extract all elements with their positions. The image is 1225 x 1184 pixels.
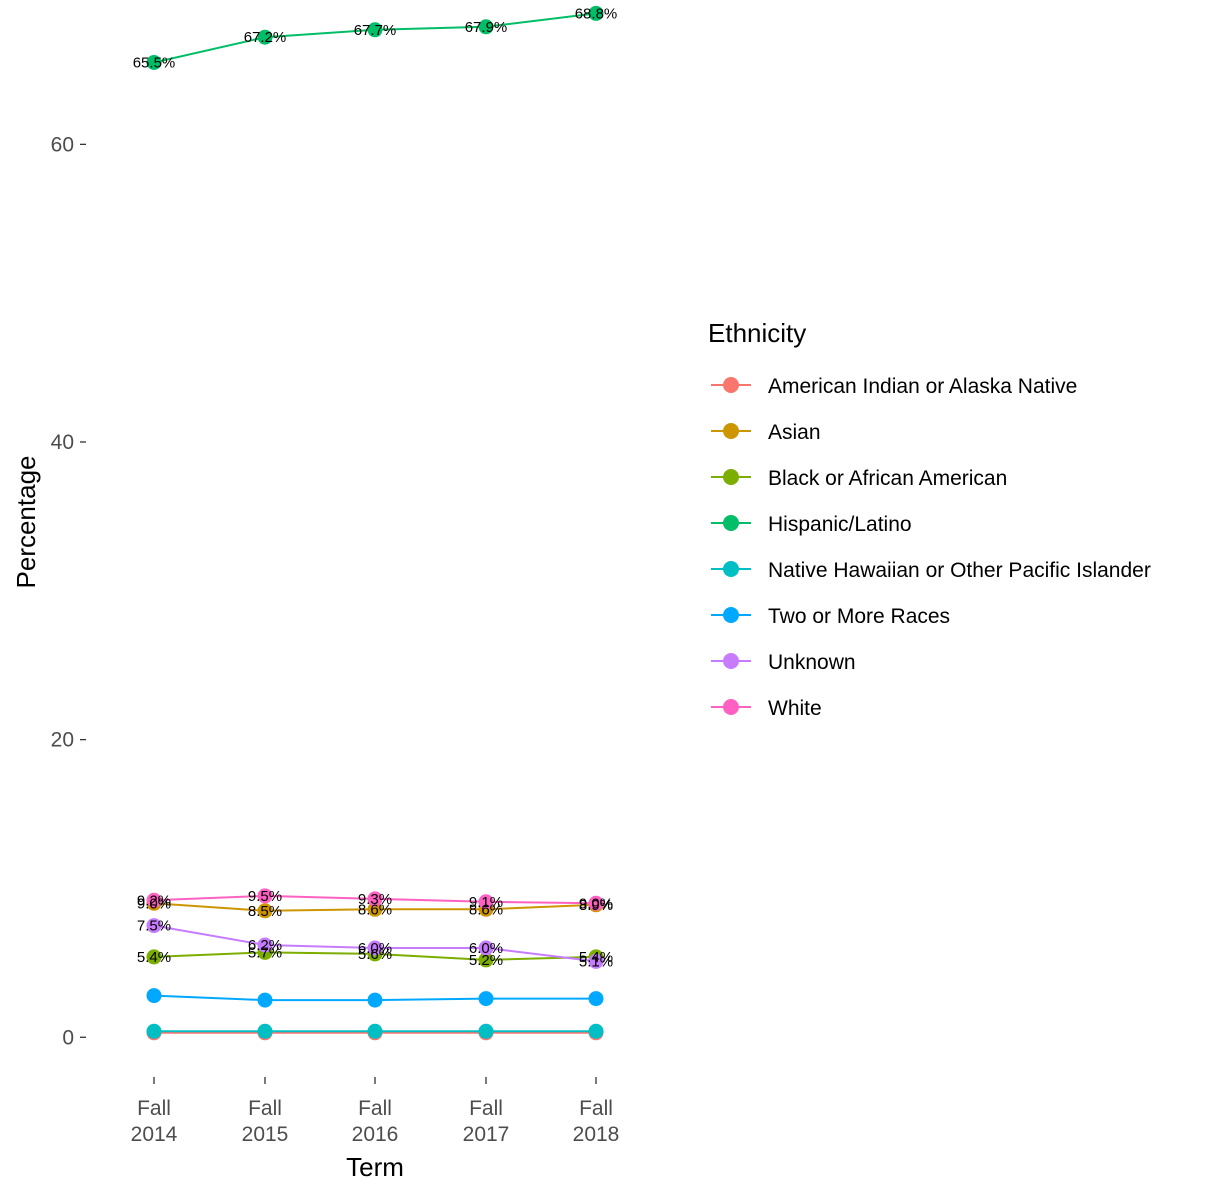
y-tick-label: 60 [51, 133, 74, 156]
x-tick-label: Fall 2016 [352, 1097, 399, 1146]
data-label-black-or-african-american: 5.4% [137, 949, 171, 966]
legend-item-hispanic-latino: Hispanic/Latino [711, 513, 912, 536]
x-tick-label: Fall 2014 [131, 1097, 178, 1146]
data-point-unknown [588, 953, 604, 969]
data-point-hispanic-latino [478, 19, 494, 35]
data-label-white: 9.5% [248, 888, 282, 905]
y-tick-label: 20 [51, 729, 74, 752]
data-label-hispanic-latino: 65.5% [133, 55, 176, 72]
data-point-native-hawaiian-or-other-pacific-islander [367, 1023, 383, 1039]
data-point-hispanic-latino [146, 55, 162, 70]
legend-key-point [723, 607, 739, 623]
data-label-white: 9.3% [358, 891, 392, 908]
legend-item-black-or-african-american: Black or African American [711, 467, 1007, 490]
data-label-hispanic-latino: 68.8% [575, 5, 618, 22]
data-label-unknown: 7.5% [137, 918, 171, 935]
data-label-black-or-african-american: 5.7% [248, 944, 282, 961]
data-point-two-or-more-races [478, 991, 494, 1007]
data-point-native-hawaiian-or-other-pacific-islander [478, 1023, 494, 1039]
data-label-asian: 8.6% [358, 901, 392, 918]
y-tick-label: 0 [62, 1026, 74, 1049]
data-point-white [478, 894, 494, 910]
legend: Ethnicity American Indian or Alaska Nati… [708, 318, 1151, 720]
legend-key-point [723, 561, 739, 577]
legend-label: Two or More Races [768, 605, 950, 628]
data-point-hispanic-latino [257, 29, 273, 45]
y-tick-label: 40 [51, 431, 74, 454]
data-point-black-or-african-american [478, 952, 494, 968]
legend-key-point [723, 423, 739, 439]
data-point-white [588, 895, 604, 911]
data-label-hispanic-latino: 67.2% [244, 29, 287, 46]
legend-label: Native Hawaiian or Other Pacific Islande… [768, 559, 1151, 582]
plot-lines [153, 12, 597, 1034]
data-label-asian: 8.9% [579, 897, 613, 914]
legend-key-point [723, 699, 739, 715]
x-tick-label: Fall 2015 [242, 1097, 289, 1146]
legend-item-white: White [711, 697, 822, 720]
data-label-black-or-african-american: 5.4% [579, 949, 613, 966]
data-point-white [367, 891, 383, 907]
plot-points [146, 5, 604, 1041]
legend-label: White [768, 697, 822, 720]
data-point-asian [257, 903, 273, 919]
legend-label: American Indian or Alaska Native [768, 375, 1077, 398]
data-point-unknown [146, 918, 162, 934]
legend-item-native-hawaiian-or-other-pacific-islander: Native Hawaiian or Other Pacific Islande… [711, 559, 1151, 582]
legend-label: Unknown [768, 651, 856, 674]
plot-labels: 9.0% 8.5% 8.6% 8.6% 8.9% 5.4% 5.7% 5.6% 5.2% 5.4%… [133, 5, 618, 970]
data-point-native-hawaiian-or-other-pacific-islander [146, 1023, 162, 1039]
legend-key-point [723, 515, 739, 531]
legend-key-point [723, 469, 739, 485]
data-point-asian [367, 901, 383, 917]
data-label-asian: 9.0% [137, 895, 171, 912]
data-label-unknown: 6.2% [248, 937, 282, 954]
legend-label: Asian [768, 421, 821, 444]
data-label-asian: 8.6% [469, 901, 503, 918]
data-point-unknown [478, 940, 494, 956]
data-point-two-or-more-races [588, 991, 604, 1007]
data-label-white: 9.1% [469, 894, 503, 911]
x-axis: Fall 2014 Fall 2015 Fall 2016 Fall 2017 Fall 2018 [131, 1077, 620, 1146]
data-label-unknown: 6.0% [469, 940, 503, 957]
data-point-unknown [257, 937, 273, 953]
data-label-white: 9.2% [137, 892, 171, 909]
y-axis-title: Percentage [11, 456, 41, 589]
data-label-unknown: 6.0% [358, 940, 392, 957]
legend-key-point [723, 653, 739, 669]
data-point-hispanic-latino [588, 5, 604, 21]
data-point-hispanic-latino [367, 22, 383, 38]
legend-label: Black or African American [768, 467, 1007, 490]
data-point-white [257, 888, 273, 904]
legend-item-asian: Asian [711, 421, 821, 444]
x-tick-label: Fall 2017 [463, 1097, 510, 1146]
legend-item-unknown: Unknown [711, 651, 856, 674]
legend-item-two-or-more-races: Two or More Races [711, 605, 950, 628]
data-label-unknown: 5.1% [579, 953, 613, 970]
x-tick-label: Fall 2018 [573, 1097, 620, 1146]
data-label-black-or-african-american: 5.2% [469, 952, 503, 969]
x-axis-title: Term [346, 1152, 404, 1182]
y-axis: 0 20 40 60 [51, 133, 86, 1049]
data-point-two-or-more-races [257, 992, 273, 1008]
data-label-hispanic-latino: 67.9% [465, 19, 508, 36]
data-point-two-or-more-races [367, 992, 383, 1008]
data-point-native-hawaiian-or-other-pacific-islander [588, 1023, 604, 1039]
legend-title: Ethnicity [708, 318, 806, 348]
legend-label: Hispanic/Latino [768, 513, 912, 536]
data-point-two-or-more-races [146, 988, 162, 1004]
data-point-black-or-african-american [146, 949, 162, 965]
legend-item-american-indian-or-alaska-native: American Indian or Alaska Native [711, 375, 1077, 398]
data-label-black-or-african-american: 5.6% [358, 946, 392, 963]
data-point-native-hawaiian-or-other-pacific-islander [257, 1023, 273, 1039]
data-point-unknown [367, 940, 383, 956]
data-label-white: 9.0% [579, 895, 613, 912]
legend-key-point [723, 377, 739, 393]
data-point-white [146, 892, 162, 908]
data-label-asian: 8.5% [248, 903, 282, 920]
legend-items: American Indian or Alaska Native Asian Bla… [711, 375, 1151, 720]
data-label-hispanic-latino: 67.7% [354, 22, 397, 39]
